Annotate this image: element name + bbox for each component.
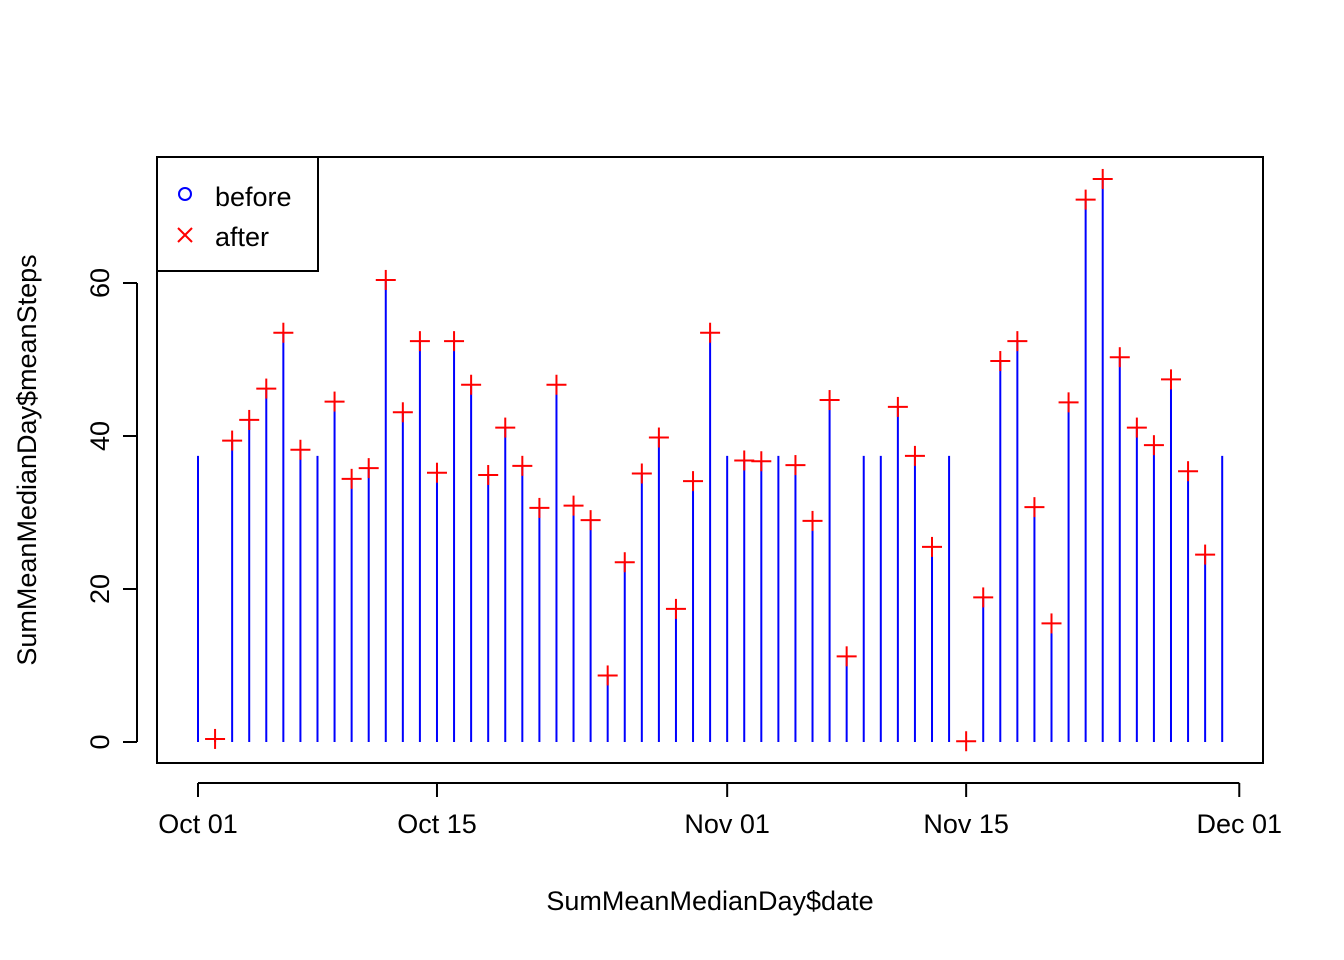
after-point — [734, 450, 755, 471]
after-point — [700, 322, 721, 343]
after-point — [341, 468, 362, 489]
after-point — [495, 417, 516, 438]
after-point — [683, 471, 704, 492]
after-point — [256, 378, 277, 399]
after-point — [1143, 435, 1164, 456]
after-point — [631, 463, 652, 484]
legend-box — [156, 156, 319, 272]
after-point — [990, 351, 1011, 372]
y-tick-label: 0 — [85, 734, 115, 749]
after-point — [1007, 331, 1028, 352]
x-tick-label: Dec 01 — [1196, 809, 1282, 839]
after-point — [1092, 168, 1113, 189]
after-point — [956, 731, 977, 752]
plot-frame — [156, 156, 1264, 764]
after-point — [1126, 417, 1147, 438]
y-tick-label: 60 — [85, 268, 115, 298]
after-point — [273, 322, 294, 343]
x-tick-label: Oct 15 — [397, 809, 477, 839]
x-tick-label: Oct 01 — [158, 809, 238, 839]
after-point — [785, 455, 806, 476]
after-point — [614, 552, 635, 573]
after-point — [358, 458, 379, 479]
after-point — [1075, 189, 1096, 210]
after-point — [597, 665, 618, 686]
y-axis-title: SumMeanMedianDay$meanSteps — [12, 254, 42, 665]
legend-after-symbol — [177, 227, 193, 243]
after-point — [392, 402, 413, 423]
after-point — [512, 455, 533, 476]
after-point — [529, 497, 550, 518]
x-tick-label: Nov 01 — [684, 809, 770, 839]
after-point — [751, 451, 772, 472]
after-point — [478, 465, 499, 486]
legend-before-label: before — [215, 182, 292, 212]
after-point — [375, 269, 396, 290]
after-point — [836, 646, 857, 667]
y-axis: 0 20 40 60 — [85, 268, 138, 750]
after-point — [819, 390, 840, 411]
legend-before-symbol — [178, 187, 192, 201]
after-point — [904, 445, 925, 466]
y-tick-label: 20 — [85, 574, 115, 604]
after-point — [580, 510, 601, 531]
y-tick-label: 40 — [85, 421, 115, 451]
legend: before after — [156, 156, 319, 272]
legend-after-label: after — [215, 222, 269, 252]
after-point — [461, 374, 482, 395]
after-point — [802, 510, 823, 531]
after-point — [887, 396, 908, 417]
after-point — [563, 495, 584, 516]
x-axis: Oct 01 Oct 15 Nov 01 Nov 15 Dec 01 — [158, 782, 1282, 839]
after-point — [1178, 461, 1199, 482]
after-point — [546, 374, 567, 395]
x-tick-label: Nov 15 — [923, 809, 1009, 839]
after-point — [973, 587, 994, 608]
after-point — [1058, 392, 1079, 413]
after-point — [205, 728, 226, 749]
before-series — [197, 178, 1224, 742]
after-point — [922, 536, 943, 557]
after-point — [409, 331, 430, 352]
after-point — [665, 598, 686, 619]
after-point — [1024, 497, 1045, 518]
after-point — [1109, 347, 1130, 368]
x-axis-title: SumMeanMedianDay$date — [546, 886, 873, 916]
after-point — [290, 439, 311, 460]
after-point — [444, 331, 465, 352]
after-point — [1195, 544, 1216, 565]
after-point — [1041, 613, 1062, 634]
after-point — [1160, 369, 1181, 390]
after-point — [648, 427, 669, 448]
after-point — [239, 409, 260, 430]
after-point — [426, 462, 447, 483]
after-point — [222, 430, 243, 451]
after-point — [324, 391, 345, 412]
after-series — [205, 168, 1216, 752]
